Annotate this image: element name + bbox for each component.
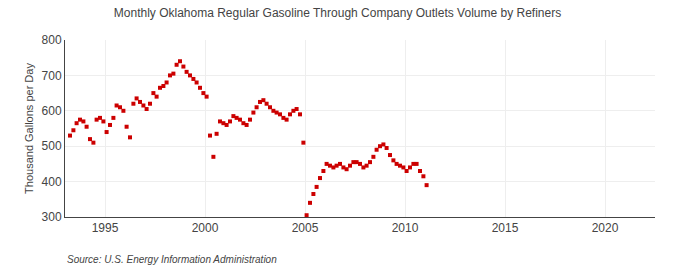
svg-text:600: 600 — [42, 104, 62, 118]
svg-text:500: 500 — [42, 139, 62, 153]
svg-text:700: 700 — [42, 69, 62, 83]
svg-text:Source: U.S. Energy Informatio: Source: U.S. Energy Information Administ… — [67, 254, 277, 265]
svg-text:400: 400 — [42, 175, 62, 189]
svg-text:300: 300 — [42, 210, 62, 224]
svg-text:1995: 1995 — [92, 221, 119, 235]
svg-text:2000: 2000 — [192, 221, 219, 235]
svg-text:2015: 2015 — [492, 221, 519, 235]
svg-text:Thousand Gallons per Day: Thousand Gallons per Day — [23, 63, 35, 194]
svg-text:800: 800 — [42, 33, 62, 47]
svg-text:Monthly Oklahoma Regular Gasol: Monthly Oklahoma Regular Gasoline Throug… — [114, 6, 561, 20]
svg-text:2010: 2010 — [392, 221, 419, 235]
svg-text:2020: 2020 — [592, 221, 619, 235]
svg-text:2005: 2005 — [292, 221, 319, 235]
